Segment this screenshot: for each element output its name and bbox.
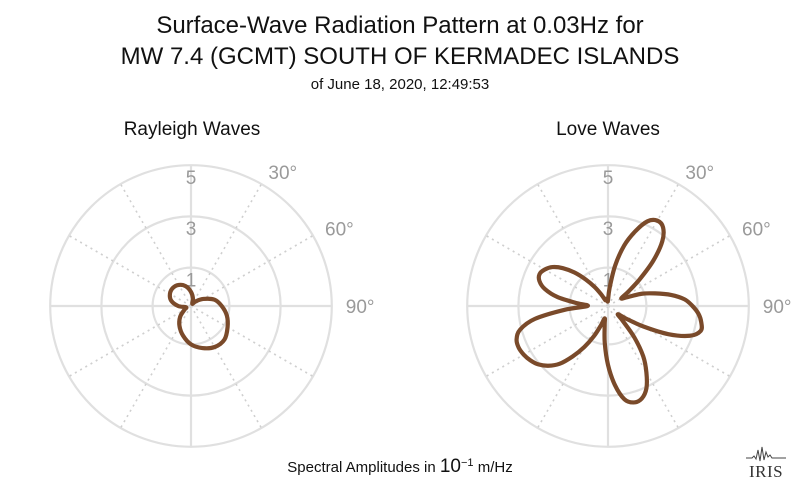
rayleigh-panel-title: Rayleigh Waves [123, 119, 261, 140]
rayleigh-spoke-240 [68, 305, 192, 378]
rayleigh-spoke-330 [119, 183, 192, 307]
rayleigh-r-tick-5: 5 [186, 168, 197, 189]
rayleigh-spoke-300 [68, 234, 192, 307]
rayleigh-angle-tick-90: 90° [346, 297, 375, 318]
rayleigh-pattern-curve-1 [167, 282, 230, 351]
footer-unit: m/Hz [473, 459, 513, 476]
love-panel-title: Love Waves [556, 119, 660, 140]
rayleigh-angle-tick-30: 30° [268, 163, 297, 184]
love-angle-tick-30: 30° [685, 163, 714, 184]
figure-title-line2: MW 7.4 (GCMT) SOUTH OF KERMADEC ISLANDS [120, 43, 680, 70]
love-angle-tick-90: 90° [763, 297, 792, 318]
love-r-tick-1: 1 [603, 270, 614, 291]
iris-logo-text: IRIS [748, 462, 784, 481]
footer-prefix: Spectral Amplitudes in [287, 459, 440, 476]
love-r-tick-5: 5 [603, 168, 614, 189]
rayleigh-r-tick-3: 3 [186, 219, 197, 240]
footer-caption: Spectral Amplitudes in 10−1 m/Hz [0, 456, 800, 478]
love-polar-plot: 1 3 5 30° 60° 90° [466, 163, 792, 448]
figure-title-line1: Surface-Wave Radiation Pattern at 0.03Hz… [156, 12, 644, 39]
figure-title-line3: of June 18, 2020, 12:49:53 [310, 76, 490, 93]
rayleigh-r-tick-1: 1 [186, 270, 197, 291]
iris-logo: IRIS [744, 444, 788, 484]
rayleigh-angle-tick-60: 60° [325, 220, 354, 241]
rayleigh-polar-plot: 1 3 5 30° 60° 90° [49, 163, 375, 448]
love-pattern-curve-1 [514, 217, 704, 405]
footer-exponent: −1 [461, 457, 474, 469]
rayleigh-spoke-120 [190, 305, 314, 378]
rayleigh-spoke-60 [190, 234, 314, 307]
footer-base: 10 [439, 456, 461, 477]
love-r-tick-3: 3 [603, 219, 614, 240]
love-spoke-300 [485, 234, 609, 307]
seismogram-logo-icon [746, 446, 786, 462]
love-spoke-30 [607, 183, 680, 307]
love-angle-tick-60: 60° [742, 220, 771, 241]
rayleigh-spoke-30 [190, 183, 263, 307]
